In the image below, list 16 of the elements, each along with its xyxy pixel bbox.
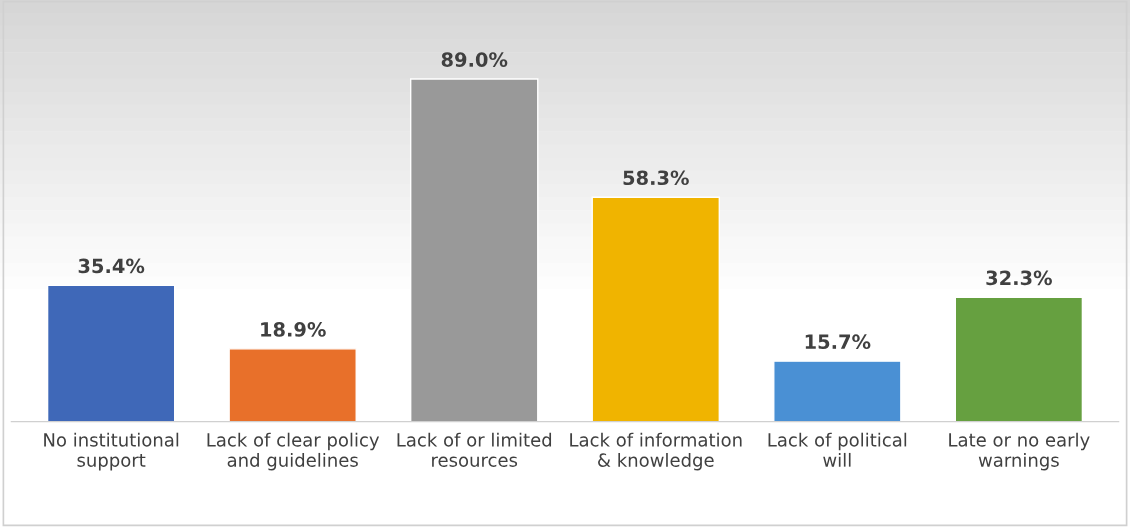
bar bbox=[228, 348, 357, 422]
data-label: 15.7% bbox=[805, 334, 871, 350]
x-tick-label: Late or no early warnings bbox=[949, 432, 1090, 471]
x-tick-label: Lack of or limited resources bbox=[397, 432, 552, 467]
data-label: 32.3% bbox=[986, 270, 1052, 286]
data-label: 89.0% bbox=[441, 52, 508, 67]
x-tick-label: No institutional support bbox=[44, 432, 179, 471]
bar bbox=[954, 296, 1084, 422]
x-tick-label: Lack of information & knowledge bbox=[570, 432, 742, 471]
x-tick-label: Lack of clear policy and guidelines bbox=[207, 432, 380, 471]
bar bbox=[46, 284, 176, 422]
data-label: 58.3% bbox=[623, 170, 689, 186]
data-label: 18.9% bbox=[261, 322, 326, 337]
bar bbox=[773, 360, 902, 422]
data-label: 35.4% bbox=[78, 258, 145, 274]
x-tick-label: Lack of political will bbox=[768, 432, 907, 467]
